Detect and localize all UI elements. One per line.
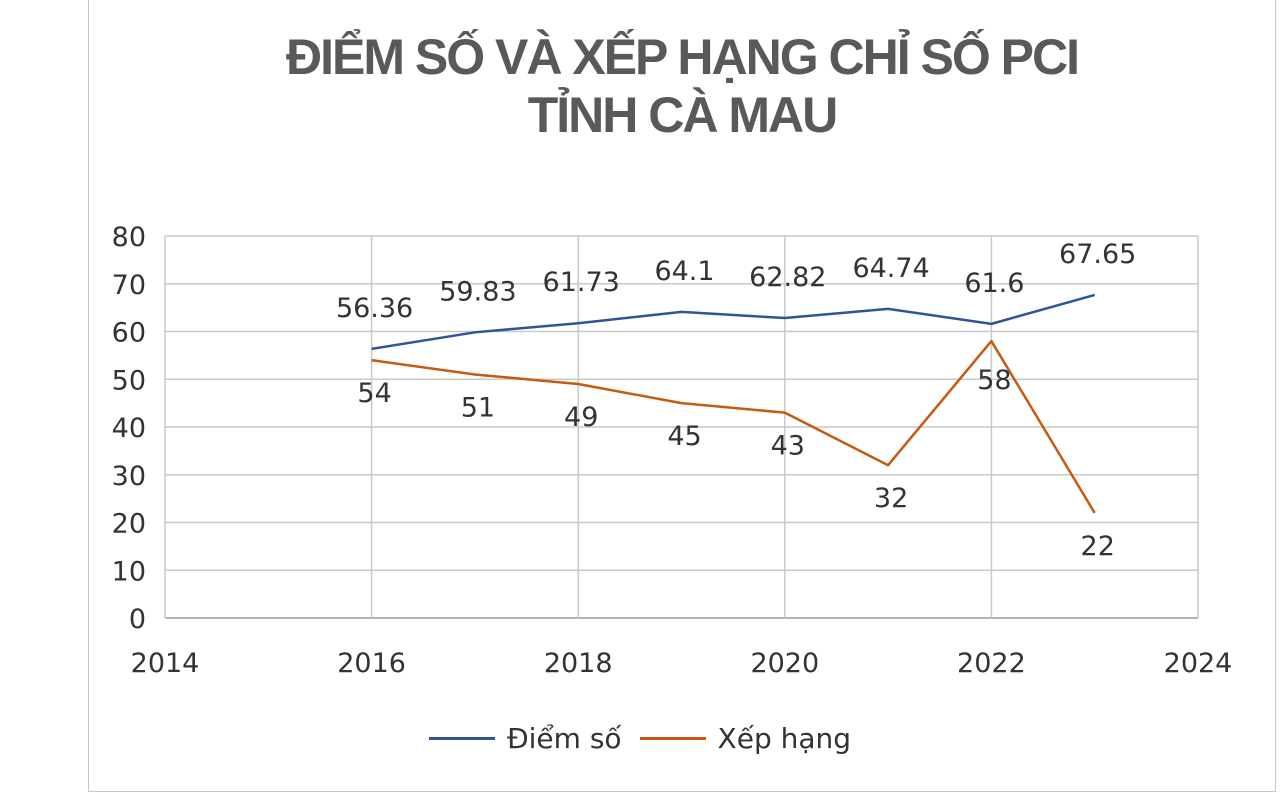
legend-swatch-series-2 xyxy=(639,737,706,740)
data-label: 59.83 xyxy=(439,276,516,307)
data-label: 64.74 xyxy=(852,253,929,284)
x-tick-label: 2018 xyxy=(544,648,613,679)
x-tick-label: 2022 xyxy=(957,648,1026,679)
legend-item-series-2: Xếp hạng xyxy=(639,722,852,755)
y-tick-label: 20 xyxy=(112,509,146,540)
chart-title-line-2: TỈNH CÀ MAU xyxy=(527,87,839,143)
x-tick-label: 2020 xyxy=(750,648,819,679)
x-tick-label: 2024 xyxy=(1164,648,1233,679)
series-line-2 xyxy=(371,339,1096,514)
legend: Điểm số Xếp hạng xyxy=(0,722,1280,755)
data-label: 61.6 xyxy=(964,268,1024,299)
data-label: 62.82 xyxy=(749,262,826,293)
y-tick-label: 40 xyxy=(112,413,146,444)
series-line-1 xyxy=(371,293,1096,351)
data-label: 67.65 xyxy=(1059,239,1136,270)
data-label: 43 xyxy=(771,431,805,462)
legend-label-series-2: Xếp hạng xyxy=(717,722,852,755)
y-tick-label: 50 xyxy=(112,365,146,396)
y-tick-label: 80 xyxy=(112,222,146,253)
chart-title: ĐIỂM SỐ VÀ XẾP HẠNG CHỈ SỐ PCI TỈNH CÀ M… xyxy=(88,28,1276,144)
data-label: 49 xyxy=(564,402,598,433)
legend-swatch-series-1 xyxy=(428,737,495,740)
x-tick-label: 2014 xyxy=(131,648,200,679)
y-tick-label: 0 xyxy=(129,604,146,635)
data-label: 54 xyxy=(357,378,391,409)
data-label: 32 xyxy=(874,483,908,514)
chart-title-line-1: ĐIỂM SỐ VÀ XẾP HẠNG CHỈ SỐ PCI xyxy=(285,29,1080,85)
legend-label-series-1: Điểm số xyxy=(506,722,622,755)
data-label: 45 xyxy=(667,421,701,452)
data-label: 22 xyxy=(1081,531,1115,562)
data-label: 51 xyxy=(461,392,495,423)
y-tick-label: 70 xyxy=(112,270,146,301)
y-tick-label: 30 xyxy=(112,461,146,492)
chart-frame xyxy=(88,0,1276,792)
y-tick-label: 10 xyxy=(112,556,146,587)
data-label: 58 xyxy=(977,365,1011,396)
data-label: 61.73 xyxy=(543,267,620,298)
legend-item-series-1: Điểm số xyxy=(428,722,622,755)
data-label: 64.1 xyxy=(654,256,714,287)
x-tick-label: 2016 xyxy=(337,648,406,679)
data-label: 56.36 xyxy=(336,293,413,324)
y-tick-label: 60 xyxy=(112,318,146,349)
